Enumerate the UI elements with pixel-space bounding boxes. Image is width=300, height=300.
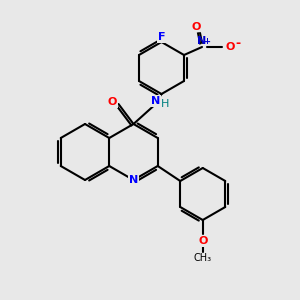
Text: -: - — [236, 37, 241, 50]
Text: N: N — [197, 36, 207, 46]
Text: H: H — [161, 99, 170, 109]
Text: +: + — [203, 37, 211, 46]
Text: O: O — [191, 22, 201, 32]
Text: O: O — [225, 42, 235, 52]
Text: CH₃: CH₃ — [194, 253, 212, 263]
Text: N: N — [129, 175, 138, 185]
Text: N: N — [151, 96, 160, 106]
Text: O: O — [198, 236, 207, 246]
Text: F: F — [158, 32, 165, 42]
Text: O: O — [108, 97, 117, 107]
